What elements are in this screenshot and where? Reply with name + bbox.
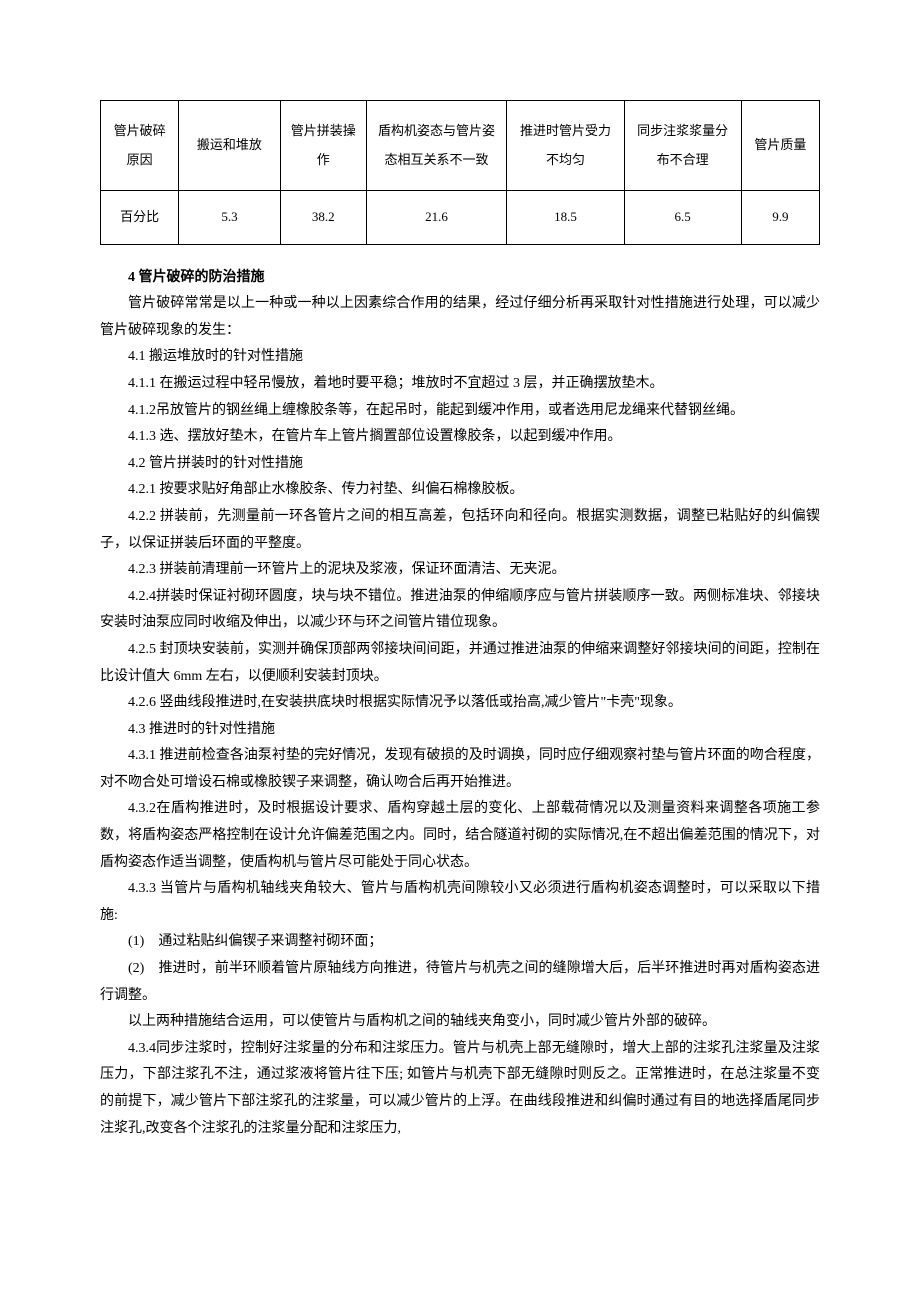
- th-force: 推进时管片受力不均匀: [507, 101, 624, 191]
- table-header-row: 管片破碎原因 搬运和堆放 管片拼装操作 盾构机姿态与管片姿态相互关系不一致 推进…: [101, 101, 820, 191]
- para-4-1-1: 4.1.1 在搬运过程中轻吊慢放，着地时要平稳；堆放时不宜超过 3 层，并正确摆…: [100, 371, 820, 398]
- para-4-2-5: 4.2.5 封顶块安装前，实测并确保顶部两邻接块间间距，并通过推进油泵的伸缩来调…: [100, 637, 820, 690]
- para-4-1-3: 4.1.3 选、摆放好垫木，在管片车上管片搁置部位设置橡胶条，以起到缓冲作用。: [100, 424, 820, 451]
- para-4-3-3-2: (2) 推进时，前半环顺着管片原轴线方向推进，待管片与机壳之间的缝隙增大后，后半…: [100, 956, 820, 1009]
- para-4-2-2: 4.2.2 拼装前，先测量前一环各管片之间的相互高差，包括环向和径向。根据实测数…: [100, 504, 820, 557]
- td-val-2: 21.6: [366, 191, 507, 245]
- th-quality: 管片质量: [741, 101, 819, 191]
- para-4-2-1: 4.2.1 按要求贴好角部止水橡胶条、传力衬垫、纠偏石棉橡胶板。: [100, 477, 820, 504]
- para-4-2-4: 4.2.4拼装时保证衬砌环圆度，块与块不错位。推进油泵的伸缩顺序应与管片拼装顺序…: [100, 584, 820, 637]
- td-label: 百分比: [101, 191, 179, 245]
- td-val-5: 9.9: [741, 191, 819, 245]
- th-grouting: 同步注浆浆量分布不合理: [624, 101, 741, 191]
- para-4-3-3-1: (1) 通过粘贴纠偏锲子来调整衬砌环面；: [100, 929, 820, 956]
- th-transport: 搬运和堆放: [179, 101, 281, 191]
- section-4-title: 4 管片破碎的防治措施: [100, 265, 820, 292]
- th-attitude: 盾构机姿态与管片姿态相互关系不一致: [366, 101, 507, 191]
- para-4-3: 4.3 推进时的针对性措施: [100, 717, 820, 744]
- para-4-3-2: 4.3.2在盾构推进时，及时根据设计要求、盾构穿越土层的变化、上部载荷情况以及测…: [100, 796, 820, 876]
- td-val-4: 6.5: [624, 191, 741, 245]
- para-4-2-6: 4.2.6 竖曲线段推进时,在安装拱底块时根据实际情况予以落低或抬高,减少管片"…: [100, 690, 820, 717]
- para-4-2: 4.2 管片拼装时的针对性措施: [100, 451, 820, 478]
- para-4-3-3-sum: 以上两种措施结合运用，可以使管片与盾构机之间的轴线夹角变小，同时减少管片外部的破…: [100, 1009, 820, 1036]
- causes-table: 管片破碎原因 搬运和堆放 管片拼装操作 盾构机姿态与管片姿态相互关系不一致 推进…: [100, 100, 820, 245]
- td-val-1: 38.2: [280, 191, 366, 245]
- para-4-1: 4.1 搬运堆放时的针对性措施: [100, 344, 820, 371]
- th-assembly: 管片拼装操作: [280, 101, 366, 191]
- para-4-2-3: 4.2.3 拼装前清理前一环管片上的泥块及浆液，保证环面清洁、无夹泥。: [100, 557, 820, 584]
- para-4-3-3: 4.3.3 当管片与盾构机轴线夹角较大、管片与盾构机壳间隙较小又必须进行盾构机姿…: [100, 876, 820, 929]
- para-intro: 管片破碎常常是以上一种或一种以上因素综合作用的结果，经过仔细分析再采取针对性措施…: [100, 291, 820, 344]
- table-data-row: 百分比 5.3 38.2 21.6 18.5 6.5 9.9: [101, 191, 820, 245]
- para-4-1-2: 4.1.2吊放管片的钢丝绳上缠橡胶条等，在起吊时，能起到缓冲作用，或者选用尼龙绳…: [100, 398, 820, 425]
- td-val-3: 18.5: [507, 191, 624, 245]
- td-val-0: 5.3: [179, 191, 281, 245]
- para-4-3-4: 4.3.4同步注浆时，控制好注浆量的分布和注浆压力。管片与机壳上部无缝隙时，增大…: [100, 1036, 820, 1142]
- th-cause: 管片破碎原因: [101, 101, 179, 191]
- para-4-3-1: 4.3.1 推进前检查各油泵衬垫的完好情况，发现有破损的及时调换，同时应仔细观察…: [100, 743, 820, 796]
